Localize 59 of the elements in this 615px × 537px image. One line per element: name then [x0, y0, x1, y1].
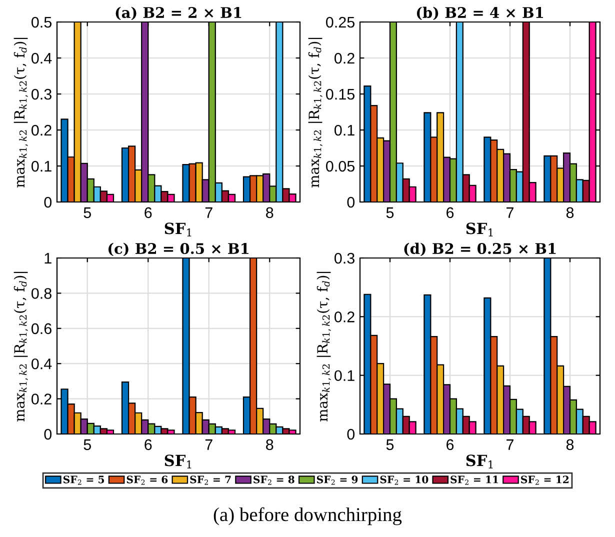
y-tick-label: 0.5 [32, 16, 52, 28]
y-tick-label: 0.25 [326, 16, 354, 28]
y-tick-label: 0 [347, 428, 355, 440]
y-tick-label: 0.2 [334, 312, 354, 322]
y-tick-label: 0.05 [326, 160, 354, 172]
y-axis-title: max$_{k1,k2}$ |R$_{k1,k2}$(τ, f$_{d}$)| [308, 38, 322, 188]
x-tick-label: 7 [205, 207, 212, 218]
y-tick-label: 0 [44, 428, 52, 440]
legend-label: SF$_{2}$ = 11 [450, 476, 498, 485]
y-tick-label: 0.3 [334, 252, 354, 264]
x-tick-label: 6 [144, 207, 152, 218]
chart-title: (d) B2 = 0.25 × B1 [404, 242, 556, 256]
x-tick-label: 7 [506, 207, 514, 218]
legend-label: SF$_{2}$ = 7 [190, 476, 231, 485]
x-tick-label: 6 [144, 439, 152, 450]
y-tick-label: 0.3 [32, 88, 52, 100]
x-axis-title: SF$_{1}$ [164, 454, 192, 468]
legend-label: SF$_{2}$ = 12 [521, 476, 569, 485]
y-axis-title: max$_{k1,k2}$ |R$_{k1,k2}$(τ, f$_{d}$)| [14, 38, 28, 188]
y-tick-label: 0.2 [32, 394, 52, 404]
text: (a) before downchirping [214, 507, 402, 526]
legend-label: SF$_{2}$ = 9 [316, 476, 358, 485]
y-tick-label: 0.2 [32, 124, 52, 136]
x-tick-label: 8 [266, 439, 274, 450]
x-tick-label: 7 [205, 439, 212, 450]
chart-title: (c) B2 = 0.5 × B1 [108, 242, 248, 256]
x-tick-label: 8 [266, 207, 274, 218]
y-tick-label: 0 [347, 196, 355, 208]
x-tick-label: 8 [566, 439, 574, 450]
y-tick-label: 0.4 [32, 52, 52, 64]
x-tick-label: 5 [386, 439, 394, 450]
y-tick-label: 1 [44, 253, 52, 264]
chart-title: (a) B2 = 2 × B1 [116, 6, 242, 20]
y-tick-label: 0.15 [326, 88, 354, 100]
legend-label: SF$_{2}$ = 8 [254, 476, 294, 485]
x-tick-label: 8 [566, 207, 574, 218]
x-axis-title: SF$_{1}$ [164, 222, 192, 236]
x-tick-label: 6 [446, 207, 454, 218]
chart-title: (b) B2 = 4 × B1 [416, 6, 544, 20]
y-tick-label: 0.1 [32, 160, 52, 172]
legend-label: SF$_{2}$ = 5 [63, 476, 104, 485]
y-tick-label: 0.6 [32, 323, 52, 334]
x-axis-title: SF$_{1}$ [466, 222, 493, 236]
x-tick-label: 5 [84, 207, 91, 218]
y-tick-label: 0.1 [334, 370, 354, 382]
y-tick-label: 0 [44, 196, 52, 208]
x-tick-label: 6 [446, 439, 454, 450]
y-axis-title: max$_{k1,k2}$ |R$_{k1,k2}$(τ, f$_{d}$)| [316, 272, 331, 422]
legend-label: SF$_{2}$ = 10 [380, 476, 428, 485]
x-tick-label: 5 [386, 207, 394, 218]
y-tick-label: 0.2 [334, 52, 354, 64]
x-axis-title: SF$_{1}$ [466, 454, 493, 468]
y-tick-label: 0.4 [32, 358, 52, 370]
y-axis-title: max$_{k1,k2}$ |R$_{k1,k2}$(τ, f$_{d}$)| [14, 272, 28, 422]
x-tick-label: 5 [84, 439, 91, 450]
legend-label: SF$_{2}$ = 6 [126, 476, 168, 485]
x-tick-label: 7 [506, 439, 514, 450]
y-tick-label: 0.8 [32, 288, 52, 299]
y-tick-label: 0.1 [334, 124, 354, 136]
